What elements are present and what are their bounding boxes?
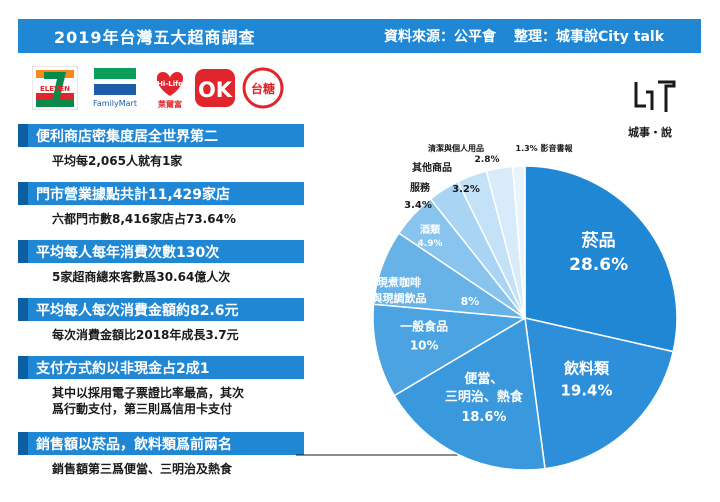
fact-detail: 平均每2,065人就有1家 bbox=[52, 154, 183, 168]
svg-text:FamilyMart: FamilyMart bbox=[93, 99, 137, 108]
slice-label: 服務 bbox=[410, 181, 431, 194]
slice-label: 一般食品 bbox=[400, 318, 448, 333]
slice-label: 與現調飲品 bbox=[372, 291, 427, 305]
slice-label: 清潔與個人用品 bbox=[428, 143, 484, 153]
pie-slice bbox=[524, 317, 675, 470]
hi-life-logo: Hi-Life 萊爾富 bbox=[156, 72, 183, 109]
fact-spend-per-visit: 平均每人每次消費金額約82.6元 每次消費金額比2018年成長3.7元 bbox=[18, 298, 304, 343]
fact-detail: 六都門市數8,416家店占73.64% bbox=[52, 212, 236, 226]
fact-detail: 每次消費金額比2018年成長3.7元 bbox=[52, 328, 239, 342]
slice-value: 10% bbox=[410, 338, 439, 352]
slice-value: 8% bbox=[461, 295, 480, 308]
slice-value: 3.2% bbox=[452, 184, 480, 195]
fact-store-count: 門市營業據點共計11,429家店 六都門市數8,416家店占73.64% bbox=[18, 182, 304, 227]
svg-text:台糖: 台糖 bbox=[251, 81, 275, 96]
taisugar-logo: 台糖 bbox=[242, 67, 284, 109]
header-meta: 資料來源：公平會 整理：城事說City talk bbox=[384, 26, 664, 46]
fact-heading: 銷售額以菸品，飲料類爲前兩名 bbox=[36, 436, 232, 453]
fact-heading: 便利商店密集度居全世界第二 bbox=[36, 128, 218, 145]
svg-text:OK: OK bbox=[198, 78, 233, 102]
city-talk-logo-icon bbox=[634, 80, 676, 112]
header-banner: 2019年台灣五大超商調查 資料來源：公平會 整理：城事說City talk bbox=[18, 19, 701, 53]
fact-detail: 5家超商總來客數爲30.64億人次 bbox=[52, 270, 231, 284]
seven-eleven-logo: ELEVEN bbox=[32, 66, 78, 110]
slice-label: 三明治、熱食 bbox=[445, 389, 524, 405]
fact-payment-method: 支付方式約以非現金占2成1 其中以採用電子票證比率最高，其次 爲行動支付，第三則… bbox=[18, 356, 304, 417]
fact-top-sales: 銷售額以菸品，飲料類爲前兩名 銷售額第三爲便當、三明治及熱食 bbox=[18, 432, 304, 477]
slice-value: 2.8% bbox=[475, 155, 500, 165]
slice-value: 3.4% bbox=[404, 200, 432, 211]
slice-label: 飲料類 bbox=[563, 359, 610, 377]
pie-slice bbox=[393, 316, 546, 471]
ok-mart-logo: OK bbox=[195, 69, 235, 107]
slice-value: 19.4% bbox=[560, 381, 612, 399]
pie-slice bbox=[511, 165, 526, 319]
slice-value: 4.9% bbox=[418, 239, 443, 249]
slice-label: 現煮咖啡 bbox=[377, 275, 421, 289]
fact-heading: 平均每人每次消費金額約82.6元 bbox=[36, 302, 239, 319]
slice-label: 便當、 bbox=[464, 371, 503, 387]
fact-heading: 門市營業據點共計11,429家店 bbox=[36, 186, 231, 203]
svg-text:Hi-Life: Hi-Life bbox=[157, 80, 183, 88]
fact-heading: 平均每人每年消費次數130次 bbox=[36, 244, 220, 261]
brand-name: 城事・說 bbox=[628, 126, 672, 139]
slice-label: 菸品 bbox=[582, 231, 616, 251]
editor-credit: 整理：城事說City talk bbox=[514, 29, 665, 45]
fact-detail: 爲行動支付，第三則爲信用卡支付 bbox=[52, 402, 233, 416]
slice-label: 其他商品 bbox=[412, 161, 452, 174]
svg-text:ELEVEN: ELEVEN bbox=[40, 85, 70, 93]
familymart-logo: FamilyMart bbox=[93, 68, 137, 108]
slice-value: 28.6% bbox=[569, 255, 628, 275]
slice-value: 18.6% bbox=[461, 410, 506, 425]
slice-label: 酒類 bbox=[420, 223, 441, 236]
page-title: 2019年台灣五大超商調查 bbox=[54, 28, 256, 47]
fact-heading: 支付方式約以非現金占2成1 bbox=[36, 360, 210, 377]
fact-density: 便利商店密集度居全世界第二 平均每2,065人就有1家 bbox=[18, 124, 304, 169]
pie-slice bbox=[524, 165, 678, 353]
fact-visit-frequency: 平均每人每年消費次數130次 5家超商總來客數爲30.64億人次 bbox=[18, 240, 304, 285]
fact-detail: 其中以採用電子票證比率最高，其次 bbox=[52, 386, 245, 400]
svg-text:萊爾富: 萊爾富 bbox=[157, 99, 182, 109]
source-credit: 資料來源：公平會 bbox=[384, 29, 496, 45]
slice-label: 1.3% 影音書報 bbox=[516, 143, 574, 153]
pie-slice bbox=[372, 303, 528, 397]
fact-detail: 銷售額第三爲便當、三明治及熱食 bbox=[52, 462, 233, 476]
